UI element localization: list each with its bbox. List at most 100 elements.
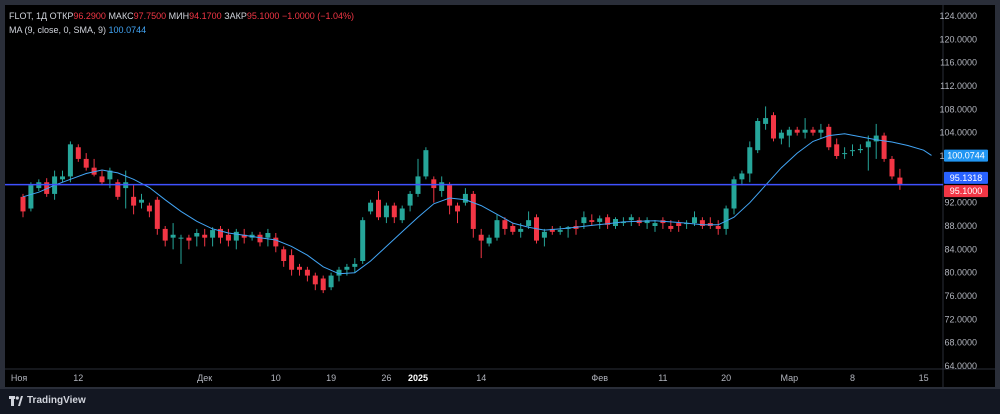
x-tick-label: Фев — [591, 373, 608, 383]
legend-ma-line[interactable]: MA (9, close, 0, SMA, 9) 100.0744 — [9, 23, 354, 37]
y-tick-label: 76.0000 — [944, 291, 977, 301]
price-label: 100.0744 — [944, 149, 988, 162]
candle-body — [518, 228, 524, 232]
candle-body — [589, 220, 595, 222]
candle-body — [75, 147, 81, 159]
legend-low-value: 94.1700 — [189, 11, 222, 21]
candle-body — [233, 231, 239, 241]
candle-body — [312, 275, 318, 285]
candle-body — [502, 220, 508, 229]
candle-body — [352, 263, 358, 267]
candle-body — [652, 223, 658, 226]
legend-change: −1.0000 (−1.04%) — [281, 11, 354, 21]
candle-body — [834, 144, 840, 156]
x-tick-label: 11 — [658, 373, 667, 383]
candle-body — [376, 199, 381, 218]
x-tick-label: 19 — [326, 373, 336, 383]
y-tick-label: 116.0000 — [940, 58, 977, 68]
candle-body — [786, 129, 792, 136]
x-tick-label: 2025 — [408, 373, 428, 383]
candle-body — [605, 217, 611, 225]
candle-body — [771, 115, 776, 139]
x-tick-label: 15 — [919, 373, 929, 383]
candle-body — [778, 132, 784, 139]
candle-body — [486, 237, 492, 244]
candle-body — [881, 135, 887, 159]
candle-body — [91, 167, 97, 175]
tradingview-brand[interactable]: TradingView — [27, 395, 86, 406]
price-label-text: 95.1318 — [950, 173, 983, 183]
candle-body — [478, 234, 484, 241]
candle-body — [115, 182, 121, 197]
legend-close-label: ЗАКР — [224, 11, 247, 21]
candle-body — [67, 144, 73, 177]
tradingview-logo-icon[interactable] — [9, 395, 23, 407]
candle-body — [723, 208, 729, 229]
candle-body — [692, 217, 697, 224]
candle-body — [178, 237, 184, 239]
candle-body — [715, 226, 721, 229]
candlestick-chart[interactable]: 124.0000 120.0000 116.0000 112.0000 108.0000… — [5, 5, 995, 387]
candle-body — [44, 182, 50, 194]
candle-body — [265, 233, 271, 238]
candle-body — [273, 237, 279, 247]
legend-close-value: 95.1000 — [246, 11, 280, 21]
legend-low-label: МИН — [168, 11, 190, 21]
x-tick-label: 8 — [850, 373, 855, 383]
candle-body — [763, 118, 769, 124]
candle-body — [328, 275, 334, 288]
x-tick-label: 10 — [271, 373, 281, 383]
candle-body — [668, 226, 674, 229]
x-tick-label: Ноя — [11, 373, 28, 383]
candle-body — [139, 199, 144, 203]
candle-body — [557, 230, 563, 232]
candle-body — [739, 173, 745, 180]
candle-body — [336, 269, 342, 276]
candle-body — [360, 220, 366, 261]
moving-average-line — [22, 133, 932, 275]
x-tick-label: Дек — [197, 373, 212, 383]
candle-body — [289, 255, 295, 270]
candle-body — [462, 193, 468, 203]
candle-body — [541, 231, 547, 238]
x-tick-label: 12 — [73, 373, 83, 383]
legend-ma-label: MA (9, close, 0, SMA, 9) — [9, 25, 107, 35]
legend-symbol: FLOT, 1Д — [9, 11, 48, 21]
candle-body — [20, 196, 26, 212]
candle-body — [28, 185, 34, 209]
x-tick-label: 20 — [721, 373, 731, 383]
legend: FLOT, 1Д ОТКР96.2900 МАКС97.7500 МИН94.1… — [9, 9, 354, 37]
candle-body — [818, 129, 824, 133]
candle-body — [873, 135, 879, 142]
candle-body — [581, 217, 587, 224]
candle-body — [162, 228, 168, 241]
candle-body — [865, 141, 871, 148]
y-tick-label: 104.0000 — [939, 128, 977, 138]
candle-body — [747, 147, 753, 174]
candle-body — [83, 158, 89, 168]
legend-high-value: 97.7500 — [133, 11, 167, 21]
candle-body — [146, 205, 152, 212]
y-tick-label: 84.0000 — [944, 244, 977, 254]
candle-body — [99, 176, 105, 183]
y-tick-label: 68.0000 — [944, 338, 977, 348]
candle-body — [644, 220, 650, 224]
candle-body — [597, 218, 603, 222]
candle-body — [202, 234, 208, 238]
footer-bar: TradingView — [0, 389, 1000, 414]
candle-body — [107, 170, 113, 180]
candle-body — [628, 217, 634, 221]
y-tick-label: 92.0000 — [944, 198, 977, 208]
legend-ohlc-line: FLOT, 1Д ОТКР96.2900 МАКС97.7500 МИН94.1… — [9, 9, 354, 23]
price-label-box — [944, 185, 988, 198]
candle-body — [439, 182, 445, 191]
legend-ma-value: 100.0744 — [108, 25, 147, 35]
candle-body — [194, 233, 200, 237]
y-tick-label: 108.0000 — [939, 104, 977, 114]
y-tick-label: 64.0000 — [944, 361, 977, 371]
price-label-text: 95.1000 — [950, 186, 983, 196]
chart-area[interactable]: 124.0000 120.0000 116.0000 112.0000 108.0000… — [5, 5, 995, 387]
candle-body — [320, 278, 326, 291]
candle-body — [170, 234, 176, 238]
